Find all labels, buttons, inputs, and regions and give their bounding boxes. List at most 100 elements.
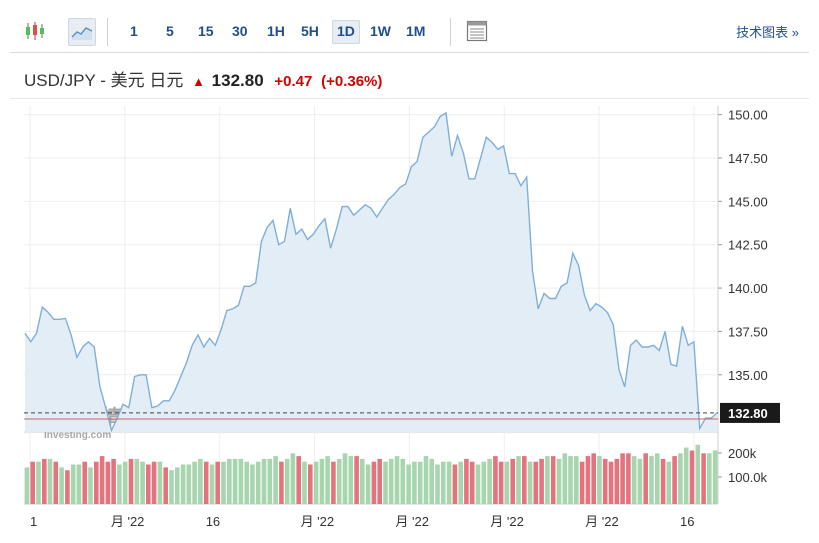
interval-button-30[interactable]: 30 bbox=[232, 23, 248, 39]
volume-bar bbox=[198, 458, 203, 504]
volume-bar bbox=[82, 461, 87, 504]
y-tick-label: 137.50 bbox=[728, 324, 768, 339]
volume-bar bbox=[348, 456, 354, 504]
volume-bar bbox=[550, 456, 556, 504]
volume-bar bbox=[660, 458, 666, 504]
interval-button-5h[interactable]: 5H bbox=[301, 23, 319, 39]
volume-bar bbox=[302, 461, 307, 504]
volume-bar bbox=[88, 467, 93, 504]
volume-bar bbox=[336, 458, 342, 504]
volume-bar bbox=[360, 458, 365, 504]
volume-bar bbox=[585, 456, 591, 504]
volume-bar bbox=[579, 461, 585, 504]
price-chart[interactable]: 150.00 147.50 145.00 142.50 140.00 137.50 135.… bbox=[10, 0, 809, 543]
volume-bar bbox=[331, 461, 336, 504]
toolbar: 1 5 15 30 1H 5H 1D 1W 1M 技术图表 » bbox=[10, 10, 809, 53]
volume-bar bbox=[354, 456, 359, 504]
volume-bar bbox=[186, 464, 192, 504]
volume-tick-label: 200k bbox=[728, 446, 757, 461]
y-tick-label: 147.50 bbox=[728, 151, 768, 166]
price-line bbox=[24, 111, 718, 433]
volume-bar bbox=[712, 450, 718, 504]
volume-bar bbox=[683, 447, 689, 504]
x-tick-label: 月 '22 bbox=[301, 514, 335, 529]
volume-bar bbox=[672, 456, 677, 504]
volume-bar bbox=[163, 467, 168, 504]
volume-bar bbox=[614, 458, 620, 504]
volume-bar bbox=[261, 458, 267, 504]
volume-bar bbox=[464, 458, 469, 504]
volume-bar bbox=[180, 464, 186, 504]
interval-button-15[interactable]: 15 bbox=[198, 23, 214, 39]
volume-bar bbox=[417, 461, 423, 504]
volume-bar bbox=[313, 461, 319, 504]
volume-bar bbox=[99, 456, 105, 504]
volume-bar bbox=[319, 458, 325, 504]
price-change: +0.47 bbox=[274, 73, 313, 90]
area-chart-icon[interactable] bbox=[68, 18, 96, 46]
volume-bar bbox=[134, 458, 140, 504]
volume-bar bbox=[284, 458, 290, 504]
interval-button-1m[interactable]: 1M bbox=[406, 23, 426, 39]
interval-button-1[interactable]: 1 bbox=[130, 23, 138, 39]
volume-bar bbox=[435, 464, 440, 504]
technical-chart-link[interactable]: 技术图表 » bbox=[736, 25, 799, 40]
volume-bar bbox=[498, 461, 504, 504]
volume-bar bbox=[157, 461, 163, 504]
volume-bar bbox=[42, 458, 47, 504]
volume-bar bbox=[70, 464, 76, 504]
table-icon[interactable] bbox=[464, 18, 490, 44]
volume-bar bbox=[510, 458, 515, 504]
volume-bar bbox=[441, 461, 446, 504]
volume-bar bbox=[452, 464, 458, 504]
y-tick-label: 135.00 bbox=[728, 368, 768, 383]
volume-bar bbox=[169, 470, 174, 504]
volume-bar bbox=[620, 453, 625, 504]
volume-bar bbox=[209, 464, 215, 504]
volume-bar bbox=[342, 453, 348, 504]
volume-bar bbox=[175, 467, 180, 504]
interval-button-1d[interactable]: 1D bbox=[332, 20, 360, 44]
volume-bar bbox=[24, 467, 30, 504]
up-arrow-icon: ▲ bbox=[192, 74, 205, 89]
interval-button-1h[interactable]: 1H bbox=[267, 23, 285, 39]
volume-bar bbox=[631, 456, 637, 504]
volume-bar bbox=[637, 458, 643, 504]
volume-bar bbox=[255, 461, 261, 504]
volume-bar bbox=[308, 464, 313, 504]
y-tick-label: 140.00 bbox=[728, 281, 768, 296]
volume-bar bbox=[481, 461, 487, 504]
interval-button-1w[interactable]: 1W bbox=[370, 23, 391, 39]
volume-bar bbox=[76, 464, 82, 504]
volume-bar bbox=[666, 461, 672, 504]
volume-bar bbox=[383, 461, 388, 504]
volume-bar bbox=[678, 453, 683, 504]
volume-bar bbox=[533, 461, 539, 504]
volume-bar bbox=[105, 461, 111, 504]
x-tick-label: 16 bbox=[206, 514, 220, 529]
volume-bar bbox=[290, 453, 296, 504]
volume-bar bbox=[649, 456, 654, 504]
volume-bar bbox=[244, 461, 249, 504]
y-tick-label: 145.00 bbox=[728, 194, 768, 209]
volume-bar bbox=[94, 461, 99, 504]
volume-bar bbox=[568, 456, 573, 504]
volume-bar bbox=[446, 461, 452, 504]
volume-bar bbox=[140, 461, 145, 504]
volume-tick-label: 100.0k bbox=[728, 470, 768, 485]
volume-bar bbox=[487, 458, 492, 504]
x-tick-label: 月 '22 bbox=[111, 514, 145, 529]
volume-bar bbox=[215, 461, 220, 504]
volume-bar bbox=[325, 456, 330, 504]
volume-bar bbox=[111, 458, 116, 504]
y-tick-label: 142.50 bbox=[728, 238, 768, 253]
volume-bar bbox=[30, 461, 35, 504]
volume-bar bbox=[117, 464, 122, 504]
volume-bar bbox=[203, 461, 209, 504]
volume-bar bbox=[562, 453, 568, 504]
last-price-tag bbox=[720, 402, 780, 423]
volume-bar bbox=[232, 458, 238, 504]
volume-bar bbox=[701, 453, 706, 504]
candlestick-icon[interactable] bbox=[22, 18, 48, 44]
interval-button-5[interactable]: 5 bbox=[166, 23, 174, 39]
